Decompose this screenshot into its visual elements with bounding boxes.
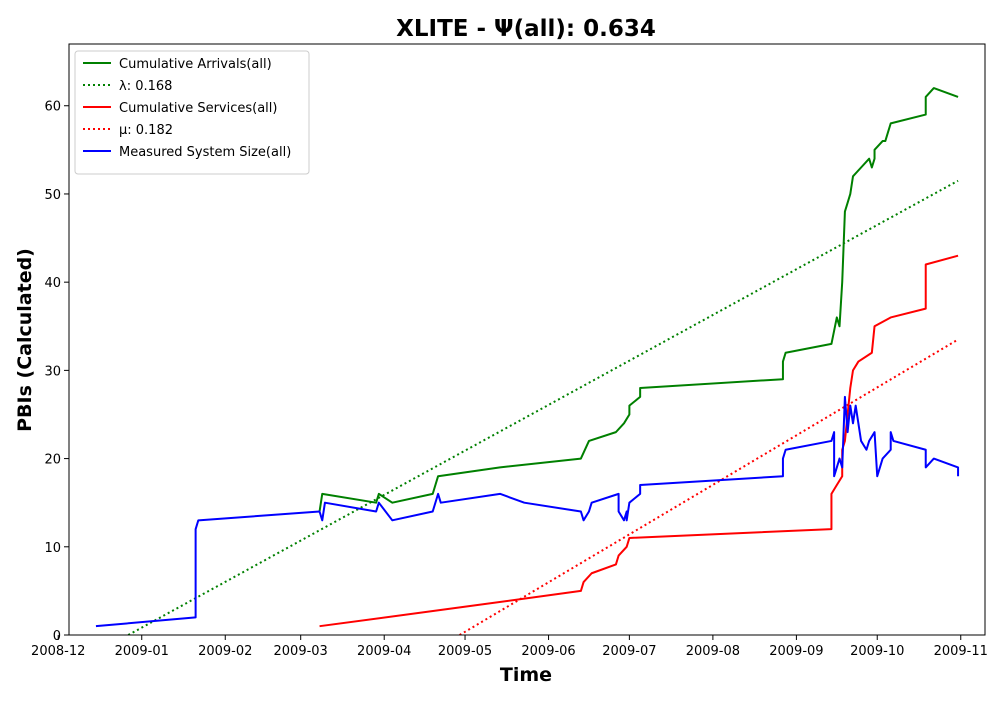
y-tick-label: 20 [44, 453, 61, 468]
legend-box [74, 50, 310, 175]
legend: Cumulative Arrivals(all) λ: 0.168 Cumulati… [74, 50, 310, 175]
series-line [318, 87, 959, 512]
x-tick-label: 2009-11 [934, 644, 988, 659]
x-tick-label: 2008-12 [31, 644, 85, 659]
y-tick-label: 10 [44, 541, 61, 556]
x-tick-label: 2009-10 [850, 644, 904, 659]
legend-label: λ: 0.168 [119, 79, 172, 94]
y-tick-label: 50 [44, 188, 61, 203]
series-line [95, 395, 960, 628]
x-tick-label: 2009-07 [602, 644, 656, 659]
y-tick-label: 40 [44, 276, 61, 291]
x-tick-label: 2009-01 [115, 644, 169, 659]
series-layer [95, 87, 960, 635]
x-tick-label: 2009-09 [769, 644, 823, 659]
plot-frame [68, 43, 986, 636]
y-tick-label: 0 [53, 629, 61, 644]
series-line [459, 338, 959, 635]
series-line [319, 254, 959, 628]
legend-label: μ: 0.182 [119, 123, 173, 138]
x-tick-label: 2009-05 [438, 644, 492, 659]
chart-title: XLITE - Ψ(all): 0.634 [396, 16, 656, 42]
x-tick-label: 2009-03 [274, 644, 328, 659]
legend-label: Measured System Size(all) [119, 145, 291, 160]
x-axis-label: Time [500, 664, 552, 686]
y-tick-label: 60 [44, 100, 61, 115]
legend-label: Cumulative Services(all) [119, 101, 277, 116]
x-tick-label: 2009-04 [357, 644, 411, 659]
y-axis-label: PBIs (Calculated) [14, 248, 36, 432]
legend-label: Cumulative Arrivals(all) [119, 57, 272, 72]
y-axis: 0 10 20 30 40 50 60 [44, 100, 69, 644]
x-axis: 2008-12 2009-01 2009-02 2009-03 2009-04 2009-… [31, 635, 988, 659]
x-tick-label: 2009-02 [198, 644, 252, 659]
x-tick-label: 2009-08 [686, 644, 740, 659]
y-tick-label: 30 [44, 364, 61, 379]
x-tick-label: 2009-06 [521, 644, 575, 659]
